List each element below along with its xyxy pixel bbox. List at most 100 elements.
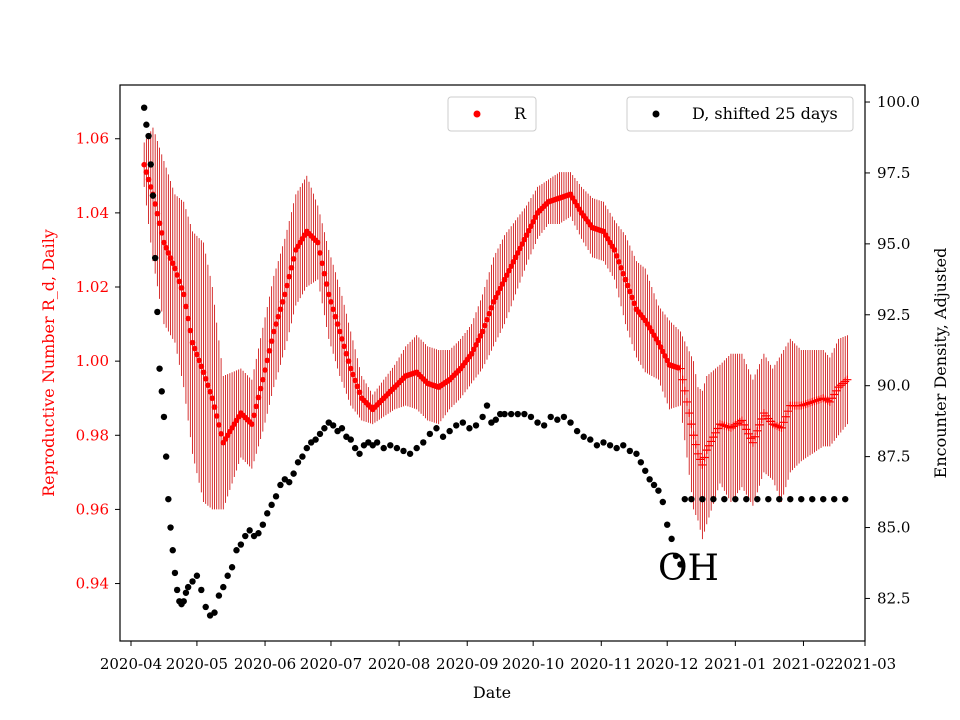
d-point bbox=[158, 388, 165, 395]
r-point bbox=[616, 259, 622, 265]
d-point bbox=[521, 410, 528, 418]
r-point bbox=[521, 236, 528, 243]
d-point bbox=[721, 495, 728, 503]
d-point bbox=[202, 603, 209, 611]
r-point bbox=[613, 253, 620, 259]
d-point bbox=[809, 495, 816, 503]
d-point bbox=[626, 447, 634, 455]
d-point bbox=[329, 422, 337, 429]
r-point bbox=[321, 270, 328, 277]
r-point bbox=[286, 273, 293, 280]
d-point bbox=[299, 453, 306, 460]
d-point bbox=[672, 552, 680, 560]
r-point bbox=[147, 184, 154, 190]
d-point bbox=[446, 427, 453, 435]
d-point bbox=[642, 467, 649, 474]
r-errorbars bbox=[143, 127, 848, 540]
d-point bbox=[242, 532, 249, 540]
d-point bbox=[224, 572, 231, 579]
d-point bbox=[149, 192, 157, 199]
r-point bbox=[687, 420, 696, 429]
r-point bbox=[655, 339, 662, 346]
r-point bbox=[143, 169, 150, 175]
r-point bbox=[620, 270, 627, 277]
d-point bbox=[160, 413, 168, 421]
r-point bbox=[702, 446, 711, 455]
r-point bbox=[290, 256, 297, 262]
d-point bbox=[732, 495, 739, 503]
d-point bbox=[820, 495, 827, 503]
d-point bbox=[154, 308, 161, 316]
r-point bbox=[343, 350, 350, 357]
legend-r: R bbox=[447, 96, 537, 132]
d-point bbox=[312, 436, 319, 443]
r-point bbox=[517, 245, 523, 252]
r-point bbox=[356, 389, 363, 396]
d-point bbox=[580, 433, 587, 440]
d-point bbox=[688, 495, 695, 503]
d-point bbox=[659, 498, 667, 506]
r-point bbox=[288, 264, 295, 271]
r-point bbox=[198, 363, 205, 370]
r-point bbox=[156, 220, 163, 227]
axes: 2020-04 2020-05 2020-06 2020-07 2020-08 2020-… bbox=[76, 93, 920, 673]
r-point bbox=[514, 250, 521, 256]
r-point bbox=[334, 321, 341, 327]
d-point bbox=[220, 583, 227, 591]
y-left-tick-label: 1.04 bbox=[76, 204, 109, 222]
r-point bbox=[525, 227, 532, 234]
d-point bbox=[259, 521, 267, 528]
x-tick-label: 2020-06 bbox=[234, 655, 296, 673]
y-left-tick-label: 0.98 bbox=[76, 426, 109, 444]
r-point bbox=[664, 357, 671, 364]
r-point bbox=[279, 299, 286, 305]
r-point bbox=[834, 383, 843, 392]
d-point bbox=[356, 450, 363, 457]
r-point bbox=[627, 288, 633, 295]
x-axis-label: Date bbox=[473, 683, 511, 702]
r-point bbox=[753, 426, 762, 435]
r-point bbox=[773, 422, 782, 431]
y-left-tick-label: 1.06 bbox=[76, 130, 109, 148]
r-point bbox=[332, 313, 339, 320]
d-point bbox=[453, 422, 460, 429]
d-point bbox=[246, 527, 253, 534]
oh-annotation: OH bbox=[658, 548, 719, 589]
r-point bbox=[836, 381, 845, 390]
r-point bbox=[468, 350, 475, 357]
d-point bbox=[173, 586, 181, 594]
r-point bbox=[755, 420, 764, 429]
d-point bbox=[540, 422, 548, 429]
r-point bbox=[314, 239, 321, 246]
d-point bbox=[420, 439, 427, 446]
r-point bbox=[262, 367, 268, 373]
x-tick-label: 2020-05 bbox=[166, 655, 228, 673]
r-point bbox=[216, 422, 222, 428]
d-point bbox=[406, 450, 414, 457]
d-point bbox=[479, 413, 486, 421]
r-point bbox=[512, 254, 519, 261]
r-point bbox=[685, 409, 694, 418]
r-point bbox=[145, 176, 152, 183]
d-point bbox=[189, 578, 196, 585]
d-point bbox=[286, 478, 293, 486]
d-point bbox=[433, 425, 440, 432]
d-point bbox=[162, 453, 170, 460]
d-point bbox=[798, 495, 805, 503]
d-point bbox=[699, 495, 706, 503]
d-point bbox=[668, 535, 675, 543]
legend-d-label: D, shifted 25 days bbox=[692, 104, 838, 123]
r-point bbox=[275, 313, 282, 320]
r-point bbox=[161, 239, 167, 246]
r-point bbox=[172, 265, 178, 272]
r-point bbox=[345, 358, 352, 364]
d-point bbox=[387, 442, 394, 449]
d-point bbox=[193, 572, 201, 579]
r-point bbox=[519, 241, 525, 247]
x-tick-label: 2020-09 bbox=[436, 655, 498, 673]
d-point bbox=[655, 487, 662, 494]
d-point bbox=[400, 447, 407, 455]
r-point bbox=[486, 310, 493, 317]
r-point bbox=[713, 424, 722, 433]
r-point bbox=[251, 412, 257, 419]
